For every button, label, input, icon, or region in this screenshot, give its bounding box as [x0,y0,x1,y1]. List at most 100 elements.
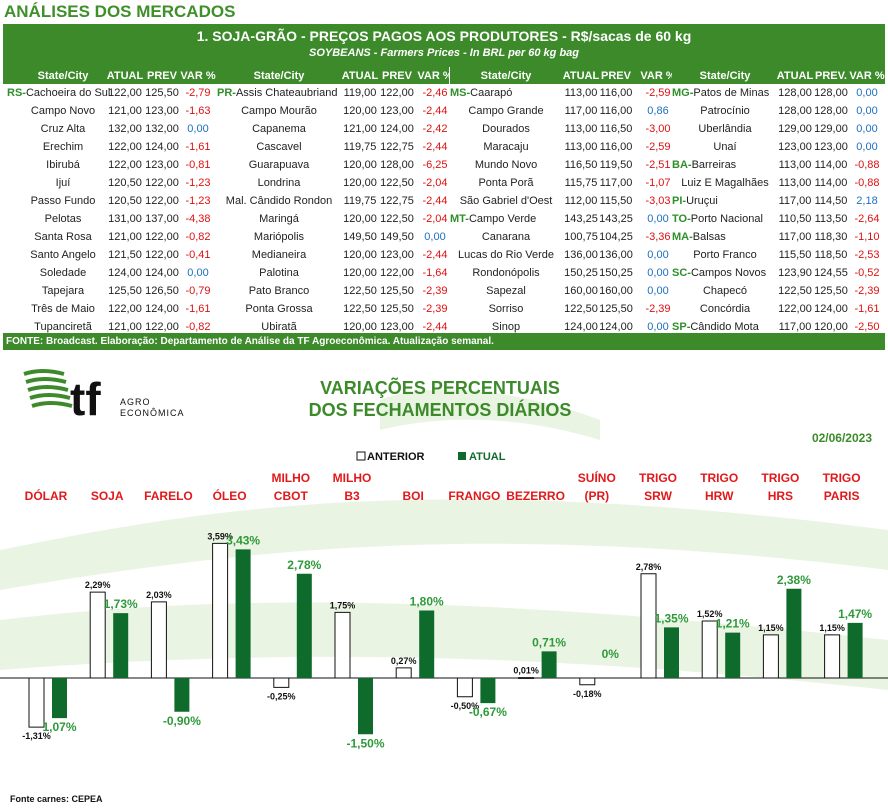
city-cell: Ibirubá [7,159,119,171]
prev-cell: 128,00 [380,159,414,171]
city-name: Cachoeira do Sul [25,87,111,99]
bar-anterior [89,591,106,679]
city-cell: RS-Cachoeira do Sul [7,87,119,99]
table-row: MS-Caarapó 113,00 116,00 -2,59 [450,84,672,102]
state-code: SP [672,321,687,333]
city-name: Maringá [259,213,299,225]
source-note: Fonte carnes: CEPEA [10,794,103,804]
bar-atual [541,651,557,678]
city-name: Guarapuava [248,159,310,171]
bar-label-anterior: -0,25% [267,691,296,701]
city-name: Sinop [491,321,521,333]
table-row: Tupanciretã 121,00 122,00 -0,82 [3,318,225,336]
atual-cell: 122,00 [108,87,142,99]
city-cell: Cascavel [217,141,341,153]
city-name: Mundo Novo [474,159,538,171]
prev-cell: 129,00 [814,123,848,135]
state-code: MG [672,87,690,99]
chart-area: tf AGRO ECONÔMICA VARIAÇÕES PERCENTUAIS DOS … [0,360,888,807]
category-label: SRW [644,489,672,503]
city-name: Cascavel [256,141,302,153]
chart-date: 02/06/2023 [812,431,872,445]
city-cell: Ubiratã [217,321,341,333]
table-row: Ijuí 120,50 122,00 -1,23 [3,174,225,192]
atual-cell: 113,00 [564,123,598,135]
column-header-label: State/City [37,70,89,82]
city-cell: TO-Porto Nacional [672,213,778,225]
bar-atual [847,622,863,678]
column-header-label: State/City [699,70,751,82]
city-cell: PR-Assis Chateaubriand [217,87,341,99]
atual-cell: 122,50 [778,285,812,297]
prev-cell: 123,00 [380,321,414,333]
city-name: Cruz Alta [40,123,86,135]
bar-anterior [28,677,45,728]
table-row: PI-Uruçui 117,00 114,50 2,18 [672,192,885,210]
var-cell: -2,79 [185,87,211,99]
city-cell: MA-Balsas [672,231,778,243]
city-cell: Soledade [7,267,119,279]
prev-cell: 117,00 [599,177,633,189]
var-cell: -2,44 [422,141,448,153]
background-swoosh [0,499,888,590]
prev-cell: 150,25 [599,267,633,279]
city-cell: Unaí [672,141,778,153]
city-name: Rondonópolis [472,267,540,279]
category-label: FRANGO [448,489,500,503]
category-label: ÓLEO [213,488,247,503]
dash: - [232,87,236,99]
city-cell: Santa Rosa [7,231,119,243]
city-cell: Concórdia [672,303,778,315]
city-name: Passo Fundo [30,195,96,207]
city-cell: Palotina [217,267,341,279]
atual-cell: 113,00 [564,141,598,153]
bar-label-anterior: -1,31% [22,731,51,741]
table-row: Patrocínio 128,00 128,00 0,00 [672,102,885,120]
prev-cell: 137,00 [145,213,179,225]
atual-cell: 124,00 [564,321,598,333]
var-cell: -2,46 [422,87,448,99]
logo-stripe [29,393,71,400]
city-name: Pato Branco [248,285,310,297]
state-code: BA [672,159,688,171]
category-label: SOJA [91,489,124,503]
atual-cell: 122,50 [564,303,598,315]
prev-cell: 125,50 [599,303,633,315]
prev-cell: 118,30 [814,231,848,243]
bar-label-atual: -0,90% [163,714,201,728]
state-code: TO [672,213,688,225]
var-cell: -2,59 [645,87,671,99]
table-row: Maringá 120,00 122,50 -2,04 [217,210,449,228]
dash: - [687,159,692,171]
legend-label: ANTERIOR [367,451,425,463]
city-name: Mariópolis [253,231,305,243]
city-name: Luiz E Magalhães [681,177,769,189]
var-cell: -3,03 [645,195,671,207]
bar-label-atual: 0% [602,647,620,661]
column-header-label: VAR % [640,70,676,82]
bar-anterior [640,573,657,679]
prev-cell: 122,00 [380,267,414,279]
table-row: Ubiratã 120,00 123,00 -2,44 [217,318,449,336]
category-label: PARIS [824,489,860,503]
prev-cell: 122,00 [380,87,414,99]
atual-cell: 120,00 [343,105,377,117]
city-cell: Mariópolis [217,231,341,243]
city-name: Campo Mourão [241,105,317,117]
atual-cell: 113,00 [778,159,812,171]
prev-cell: 126,50 [145,285,179,297]
table-row: Canarana 100,75 104,25 -3,36 [450,228,672,246]
city-cell: Maracaju [450,141,562,153]
bar-atual [296,573,312,678]
dash: - [466,87,471,99]
bar-atual [52,678,67,719]
page-title: ANÁLISES DOS MERCADOS [4,2,236,21]
table-row: Mariópolis 149,50 149,50 0,00 [217,228,449,246]
bar-label-atual: 2,38% [777,573,811,587]
prev-cell: 122,75 [380,141,414,153]
table-row: Campo Novo 121,00 123,00 -1,63 [3,102,225,120]
var-cell: -2,42 [422,123,448,135]
var-cell: -0,88 [854,159,880,171]
legend-swatch [356,451,366,461]
column-header: State/City ATUAL PREV VAR % [217,67,453,84]
